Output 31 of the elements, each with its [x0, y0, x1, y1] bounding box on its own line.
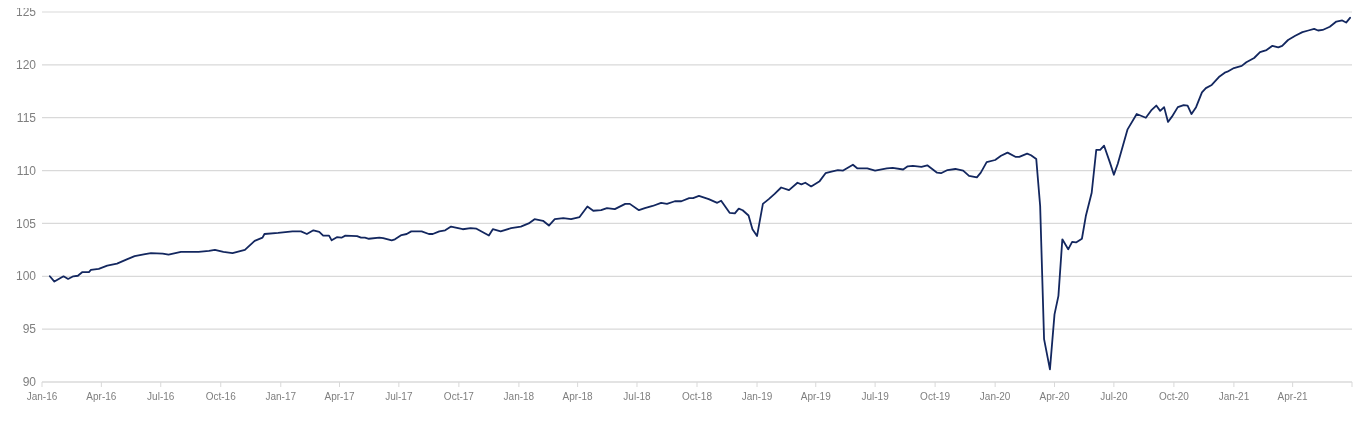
x-tick-label: Jul-20 [1100, 391, 1128, 402]
x-tick-label: Apr-17 [324, 391, 355, 402]
x-tick-label: Jan-19 [741, 391, 773, 402]
x-tick-label: Oct-17 [443, 391, 475, 402]
x-tick-label: Oct-16 [205, 391, 237, 402]
x-tick-label: Jul-17 [385, 391, 413, 402]
y-tick-label: 110 [16, 163, 37, 178]
y-tick-label: 125 [15, 5, 37, 20]
y-tick-label: 95 [22, 322, 37, 337]
x-tick-label: Jan-16 [26, 391, 58, 402]
y-tick-label: 120 [15, 58, 37, 73]
x-tick-label: Oct-19 [920, 391, 951, 402]
x-tick-label: Apr-19 [800, 391, 832, 402]
line-series [48, 16, 1351, 371]
x-tick-label: Oct-20 [1158, 391, 1190, 402]
x-tick-label: Apr-20 [1039, 391, 1070, 402]
x-tick-label: Apr-21 [1277, 391, 1309, 402]
x-tick-label: Jan-21 [1218, 391, 1250, 402]
x-tick-label: Jan-18 [503, 391, 535, 402]
y-tick-label: 90 [22, 375, 37, 390]
x-tick-label: Jul-16 [147, 391, 175, 402]
y-tick-label: 115 [16, 110, 37, 125]
x-tick-label: Apr-18 [562, 391, 594, 402]
y-tick-label: 100 [15, 269, 37, 284]
x-tick-label: Jan-20 [979, 391, 1011, 402]
x-tick-label: Apr-16 [86, 391, 117, 402]
x-tick-label: Oct-18 [681, 391, 713, 402]
y-tick-label: 105 [15, 216, 37, 231]
x-tick-label: Jan-17 [265, 391, 297, 402]
x-tick-label: Jul-18 [623, 391, 652, 402]
x-tick-label: Jul-19 [861, 391, 890, 402]
